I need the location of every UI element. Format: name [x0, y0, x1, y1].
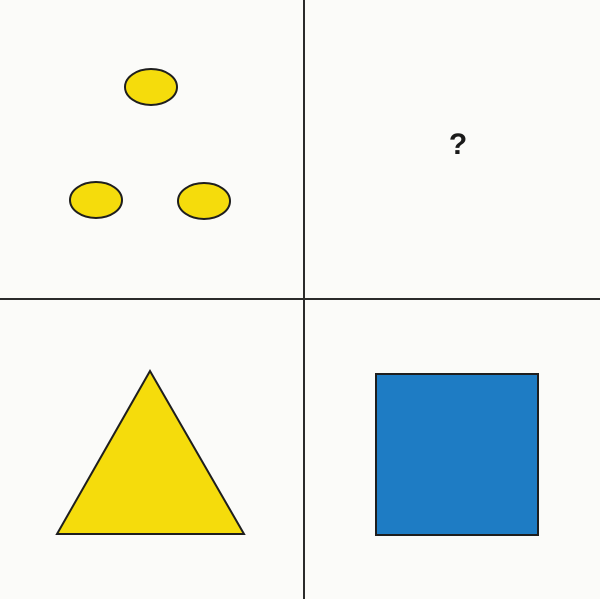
blue-square [375, 373, 539, 536]
ovals-group [69, 68, 231, 220]
triangle-group [55, 368, 246, 535]
yellow-triangle [55, 368, 246, 535]
cell-top-right: ? [305, 0, 600, 298]
cell-bottom-right [305, 300, 600, 599]
cell-top-left [0, 0, 303, 298]
yellow-oval-right [177, 182, 231, 220]
cell-bottom-left [0, 300, 303, 599]
yellow-oval-left [69, 181, 123, 219]
square-group [375, 373, 539, 536]
divider-horizontal [0, 298, 600, 300]
question-mark: ? [448, 128, 468, 161]
yellow-oval-top [124, 68, 178, 106]
